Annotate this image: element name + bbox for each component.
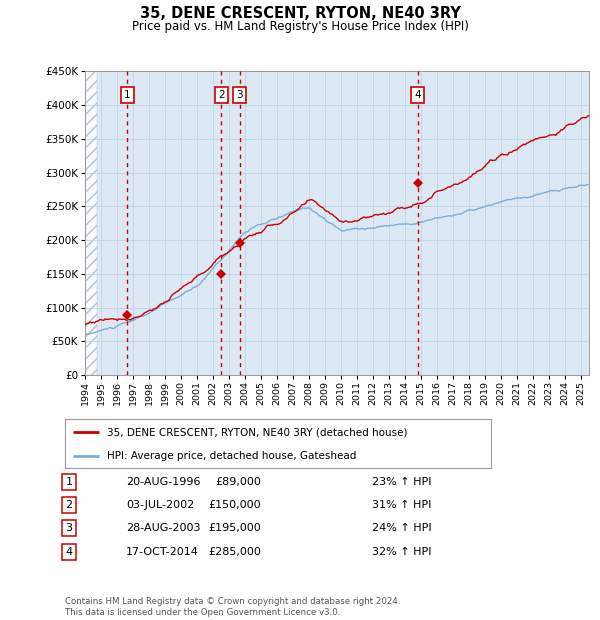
Text: 3: 3 xyxy=(65,523,73,533)
Text: 4: 4 xyxy=(415,90,421,100)
Text: Contains HM Land Registry data © Crown copyright and database right 2024.
This d: Contains HM Land Registry data © Crown c… xyxy=(65,598,400,617)
Text: 23% ↑ HPI: 23% ↑ HPI xyxy=(372,477,431,487)
Text: 31% ↑ HPI: 31% ↑ HPI xyxy=(372,500,431,510)
Text: 28-AUG-2003: 28-AUG-2003 xyxy=(126,523,200,533)
Text: 1: 1 xyxy=(124,90,131,100)
Text: 4: 4 xyxy=(65,547,73,557)
Text: HPI: Average price, detached house, Gateshead: HPI: Average price, detached house, Gate… xyxy=(107,451,357,461)
Text: £89,000: £89,000 xyxy=(215,477,261,487)
Text: 32% ↑ HPI: 32% ↑ HPI xyxy=(372,547,431,557)
Text: £285,000: £285,000 xyxy=(208,547,261,557)
Text: Price paid vs. HM Land Registry's House Price Index (HPI): Price paid vs. HM Land Registry's House … xyxy=(131,20,469,33)
Text: 03-JUL-2002: 03-JUL-2002 xyxy=(126,500,194,510)
Text: 17-OCT-2014: 17-OCT-2014 xyxy=(126,547,199,557)
Text: £195,000: £195,000 xyxy=(208,523,261,533)
Text: 2: 2 xyxy=(218,90,224,100)
Text: £150,000: £150,000 xyxy=(208,500,261,510)
Text: 2: 2 xyxy=(65,500,73,510)
Bar xyxy=(85,71,97,375)
Text: 20-AUG-1996: 20-AUG-1996 xyxy=(126,477,200,487)
Text: 24% ↑ HPI: 24% ↑ HPI xyxy=(372,523,431,533)
Text: 35, DENE CRESCENT, RYTON, NE40 3RY (detached house): 35, DENE CRESCENT, RYTON, NE40 3RY (deta… xyxy=(107,427,408,437)
Text: 35, DENE CRESCENT, RYTON, NE40 3RY: 35, DENE CRESCENT, RYTON, NE40 3RY xyxy=(140,6,460,21)
Text: 3: 3 xyxy=(236,90,243,100)
Text: 1: 1 xyxy=(65,477,73,487)
